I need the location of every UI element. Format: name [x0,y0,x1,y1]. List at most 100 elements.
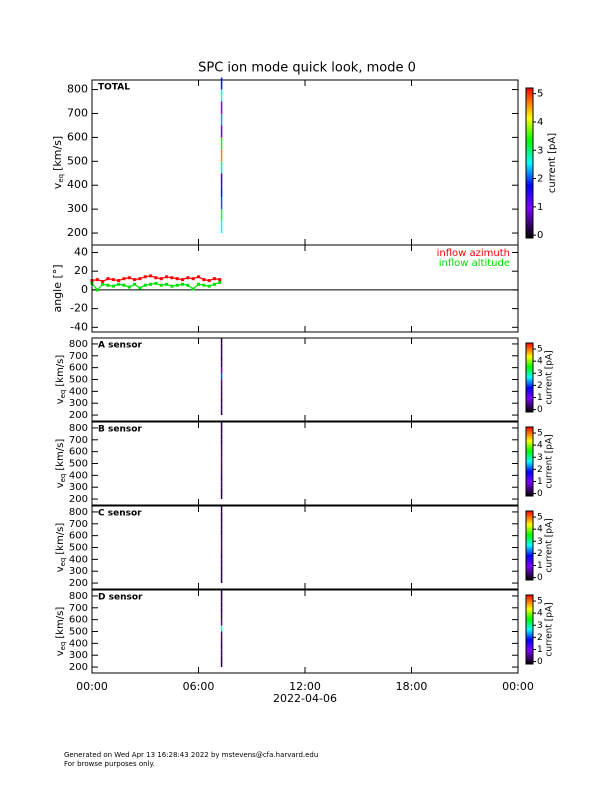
series-point [212,277,216,281]
spectrogram-cell [220,613,223,620]
colorbar-tick-label: 4 [537,609,543,619]
y-axis-label: angle [°] [51,264,64,312]
colorbar-tick-label: 0 [537,573,543,583]
y-tick-label: 400 [69,386,88,397]
spectrogram-cell [220,517,223,524]
y-axis-label-sub: eq [59,474,67,483]
y-axis-label-main: v [55,650,66,656]
panel-label: TOTAL [98,83,130,93]
colorbar [525,594,534,665]
series-point [181,282,185,286]
spectrogram-cell [220,535,223,542]
colorbar-tick-label: 5 [537,429,543,439]
series-point [149,274,153,278]
panel-label: A sensor [98,341,143,351]
colorbar-tick-label: 5 [537,89,543,100]
y-axis-label-unit: [km/s] [51,136,64,171]
spectrogram-cell [220,619,223,626]
spectrogram-cell [220,343,223,350]
x-tick-label: 12:00 [289,680,321,693]
series-point [170,284,174,288]
x-axis-label: 2022-04-06 [273,692,337,705]
panel-label: C sensor [98,509,142,519]
colorbar-tick-label: 2 [537,633,543,643]
y-tick-label: 200 [69,410,88,421]
series-point [117,279,121,283]
y-tick-label: 500 [69,543,88,554]
spectrogram-cell [220,137,223,150]
series-point [95,278,99,282]
panel-label: D sensor [98,593,143,603]
colorbar-tick-label: 3 [537,453,543,463]
series-point [138,286,142,290]
y-axis-label: veq [km/s] [55,607,67,657]
y-tick-label: 500 [69,459,88,470]
spectrogram-cell [220,631,223,638]
colorbar [525,426,534,497]
series-point [218,278,222,282]
chart-title: SPC ion mode quick look, mode 0 [198,61,416,76]
spectrogram-cell [220,607,223,614]
series-point [186,276,190,280]
series-point [170,276,174,280]
colorbar [525,87,534,239]
colorbar-tick-label: 2 [537,174,543,185]
colorbar-tick-label: 1 [537,561,543,571]
y-tick-label: 300 [69,482,88,493]
spectrogram-cell [220,397,223,404]
spectrogram-cell [220,506,223,512]
spectrogram-cell [220,403,223,410]
series-point [138,277,142,281]
spectrogram-cell [220,487,223,494]
series-point [207,279,211,283]
y-tick-label: 700 [69,435,88,446]
colorbar-tick-label: 2 [537,549,543,559]
series-point [106,283,110,287]
colorbar-label: current [pA] [545,350,555,404]
colorbar-tick-label: 0 [537,489,543,499]
series-point [202,283,206,287]
spectrogram-cell [220,221,223,234]
y-axis-label: veq [km/s] [55,523,67,573]
series-point [186,283,190,287]
footer-line: For browse purposes only. [64,760,155,768]
spectrogram-cell [220,469,223,476]
y-tick-label: 400 [67,178,88,191]
series-point [218,280,222,284]
legend-entry: inflow azimuth [437,248,510,259]
series-point [122,277,126,281]
panel-frame [91,337,519,422]
y-tick-label: -20 [70,302,88,315]
y-tick-label: 300 [69,398,88,409]
series-point [143,283,147,287]
series-point [159,277,163,281]
series-point [111,278,115,282]
spectrogram-cell [220,367,223,374]
series-point [111,284,115,288]
spectrogram-cell [220,149,223,162]
spectrogram-cell [220,422,223,428]
y-tick-label: 700 [69,603,88,614]
spectrogram-cell [220,625,223,632]
series-point [197,275,200,279]
y-tick-label: 800 [69,423,88,434]
colorbar-tick-label: 5 [537,597,543,607]
y-tick-label: 700 [67,106,88,119]
spectrogram-cell [220,451,223,458]
spectrogram-cell [220,427,223,434]
y-axis-label-sub: eq [59,642,67,651]
spectrogram-cell [220,89,223,102]
colorbar-tick-label: 0 [537,405,543,415]
spectrogram-cell [220,439,223,446]
colorbar-tick-label: 3 [537,369,543,379]
spectrogram-cell [220,355,223,362]
colorbar-tick-label: 4 [537,357,543,367]
spectrogram-cell [220,185,223,198]
spectrogram-cell [220,463,223,470]
series-point [202,278,206,282]
series-point [154,281,158,285]
y-axis-label-main: v [55,398,66,404]
spectrogram-cell [220,481,223,488]
colorbar-tick-label: 4 [537,525,543,535]
